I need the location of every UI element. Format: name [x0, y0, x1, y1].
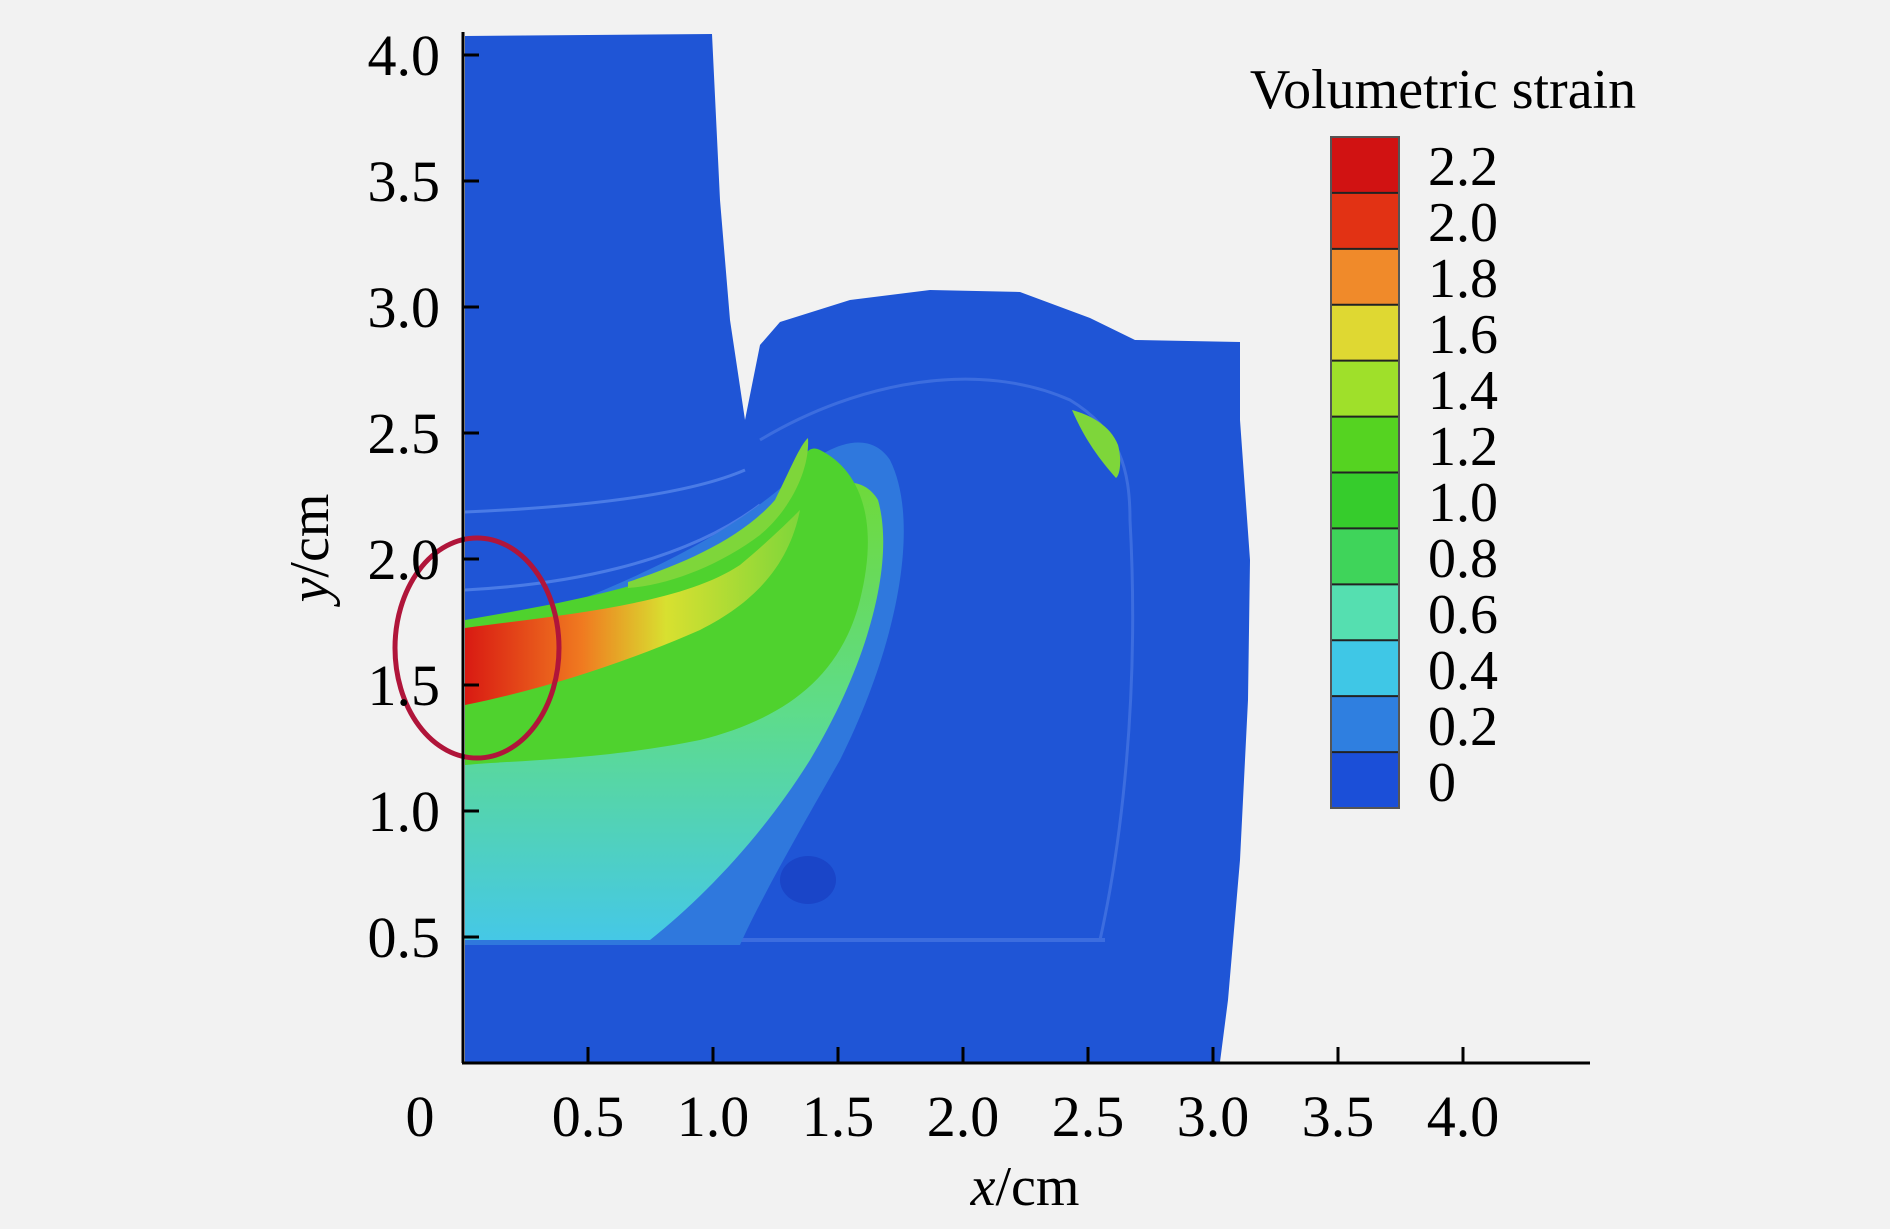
colorbar-swatch-6 — [1331, 416, 1399, 473]
right-green-patch — [1072, 410, 1121, 478]
x-tick-label-4: 2.5 — [1052, 1084, 1125, 1149]
colorbar-swatch-10 — [1331, 192, 1399, 250]
x-tick-label-0: 0.5 — [552, 1084, 625, 1149]
colorbar-label-8: 0.6 — [1428, 584, 1498, 646]
colorbar-frame — [1330, 136, 1400, 809]
x-tick-label-2: 1.5 — [802, 1084, 875, 1149]
highlight-ellipse — [392, 535, 562, 761]
colorbar-label-4: 1.4 — [1428, 360, 1498, 422]
y-tick-label-1: 1.0 — [368, 779, 441, 844]
boundary-line-3 — [759, 377, 1135, 941]
colorbar-swatch-5 — [1331, 472, 1399, 529]
high-strain-band — [465, 510, 800, 705]
x-tick-label-3: 2.0 — [927, 1084, 1000, 1149]
colorbar-label-9: 0.4 — [1428, 640, 1498, 702]
colorbar-swatch-11 — [1331, 137, 1399, 194]
y-tick-label-3: 2.0 — [368, 527, 441, 592]
colorbar-swatch-1 — [1331, 696, 1399, 753]
colorbar — [1330, 136, 1400, 809]
colorbar-swatch-8 — [1331, 304, 1399, 362]
axes — [461, 32, 1590, 1065]
colorbar-swatch-7 — [1331, 360, 1399, 418]
colorbar-label-10: 0.2 — [1428, 696, 1498, 758]
origin-label: 0 — [406, 1084, 435, 1149]
boundary-line-2 — [464, 503, 761, 592]
colorbar-label-11: 0 — [1428, 752, 1456, 814]
y-tick-label-4: 2.5 — [368, 401, 441, 466]
y-tick-label-5: 3.0 — [368, 275, 441, 340]
boundary-line-1 — [464, 468, 746, 514]
colorbar-swatch-2 — [1331, 640, 1399, 697]
colorbar-swatch-9 — [1331, 248, 1399, 306]
colorbar-labels: 2.22.01.81.61.41.21.00.80.60.40.20 — [1428, 136, 1498, 814]
x-tick-label-1: 1.0 — [677, 1084, 750, 1149]
colorbar-label-3: 1.6 — [1428, 304, 1498, 366]
y-tick-label-7: 4.0 — [368, 23, 441, 88]
colorbar-label-5: 1.2 — [1428, 416, 1498, 478]
low-strain-spot — [780, 856, 836, 904]
colorbar-title: Volumetric strain — [1250, 59, 1636, 121]
colorbar-swatch-0 — [1331, 752, 1399, 809]
x-tick-label-5: 3.0 — [1177, 1084, 1250, 1149]
contour-field — [464, 34, 1250, 1062]
y-ticks: 0.5 1.0 1.5 2.0 2.5 3.0 3.5 4.0 — [368, 23, 479, 970]
colorbar-label-6: 1.0 — [1428, 472, 1498, 534]
y-tick-label-0: 0.5 — [368, 905, 441, 970]
colorbar-label-2: 1.8 — [1428, 248, 1498, 310]
colorbar-swatch-3 — [1331, 584, 1399, 641]
colorbar-label-0: 2.2 — [1428, 136, 1498, 198]
x-ticks: 0.5 1.0 1.5 2.0 2.5 3.0 3.5 4.0 — [552, 1047, 1500, 1149]
y-tick-label-6: 3.5 — [368, 149, 441, 214]
x-tick-label-6: 3.5 — [1302, 1084, 1375, 1149]
y-tick-label-2: 1.5 — [368, 653, 441, 718]
x-axis-label: x/cm — [970, 1156, 1080, 1218]
upper-green-streak — [628, 438, 809, 588]
colorbar-swatch-4 — [1331, 528, 1399, 585]
colorbar-label-7: 0.8 — [1428, 528, 1498, 590]
colorbar-label-1: 2.0 — [1428, 192, 1498, 254]
x-tick-label-7: 4.0 — [1427, 1084, 1500, 1149]
y-axis-label: y/cm — [279, 494, 341, 608]
